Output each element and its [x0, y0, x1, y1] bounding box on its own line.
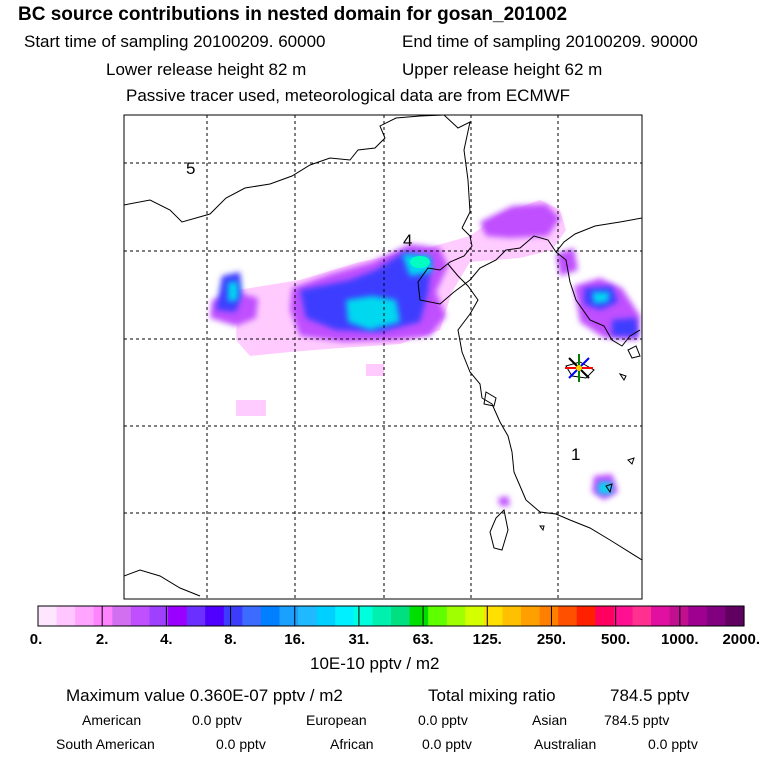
source-name: South American: [56, 736, 155, 752]
colorbar-swatch: [168, 606, 188, 626]
colorbar-tick-label: 2.: [96, 631, 109, 648]
colorbar-swatch: [613, 606, 634, 626]
colorbar-swatch: [595, 606, 615, 626]
colorbar-swatch: [428, 606, 448, 626]
source-name: American: [82, 712, 142, 728]
colorbar-swatch: [465, 606, 485, 626]
source-value: 0.0 pptv: [192, 712, 242, 728]
colorbar-tick-label: 31.: [348, 631, 369, 648]
colorbar-swatch: [372, 606, 392, 626]
colorbar-tick-label: 125.: [473, 631, 502, 648]
colorbar-tick-label: 2000.: [722, 631, 760, 648]
colorbar-tick-label: 8.: [224, 631, 237, 648]
source-name: Asian: [532, 712, 568, 728]
colorbar-swatch: [651, 606, 671, 626]
colorbar-swatch: [446, 606, 466, 626]
source-value: 0.0 pptv: [422, 736, 472, 752]
receptor-star-icon: [565, 354, 593, 382]
plume-core: [228, 254, 612, 494]
source-value: 0.0 pptv: [648, 736, 698, 752]
colorbar-swatch: [130, 606, 151, 626]
plot-title: BC source contributions in nested domain…: [18, 4, 568, 25]
tracer-note: Passive tracer used, meteorological data…: [126, 86, 571, 105]
colorbar-swatch: [149, 606, 169, 626]
lower-release-height-label: Lower release height 82 m: [106, 60, 307, 79]
colorbar-tick-label: 4.: [160, 631, 173, 648]
source-value: 0.0 pptv: [418, 712, 468, 728]
map-area: 5 4 1: [124, 115, 642, 599]
colorbar-swatch: [576, 606, 596, 626]
coastlines: [124, 115, 642, 597]
maximum-value-label: Maximum value 0.360E-07 pptv / m2: [66, 686, 343, 705]
total-mixing-ratio-label: Total mixing ratio: [428, 686, 556, 705]
colorbar-tick-label: 0.: [30, 631, 43, 648]
source-name: Australian: [534, 736, 597, 752]
colorbar-swatch: [353, 606, 374, 626]
colorbar-swatch: [706, 606, 727, 626]
lat-lon-grid: [124, 115, 642, 599]
colorbar-swatch: [632, 606, 652, 626]
colorbar-swatch: [725, 606, 745, 626]
colorbar-tick-label: 16.: [284, 631, 305, 648]
source-value: 784.5 pptv: [604, 712, 670, 728]
grid-label: 5: [186, 159, 195, 178]
colorbar-swatch: [298, 606, 318, 626]
colorbar-swatch: [205, 606, 225, 626]
colorbar-swatch: [539, 606, 559, 626]
colorbar: 0. 2. 4. 8. 16. 31. 63. 125. 250. 500. 1000. 2000.: [30, 605, 760, 648]
colorbar-tick-label: 500.: [601, 631, 630, 648]
colorbar-swatch: [223, 606, 243, 626]
source-name: African: [330, 736, 374, 752]
total-mixing-ratio-value: 784.5 pptv: [610, 686, 690, 705]
colorbar-swatch: [335, 606, 355, 626]
colorbar-swatch: [56, 606, 76, 626]
colorbar-swatch: [112, 606, 132, 626]
source-name: European: [306, 712, 367, 728]
start-time-label: Start time of sampling 20100209. 60000: [24, 32, 326, 51]
colorbar-unit-label: 10E-10 pptv / m2: [310, 654, 440, 673]
colorbar-swatch: [260, 606, 281, 626]
colorbar-swatch: [316, 606, 336, 626]
source-value: 0.0 pptv: [216, 736, 266, 752]
map-frame: [123, 114, 643, 600]
colorbar-swatch: [75, 606, 95, 626]
plume-peak: [410, 256, 430, 268]
colorbar-tick-label: 250.: [537, 631, 566, 648]
colorbar-swatch: [38, 606, 58, 626]
colorbar-swatch: [483, 606, 504, 626]
colorbar-swatch: [688, 606, 708, 626]
colorbar-swatch: [558, 606, 578, 626]
colorbar-swatch: [391, 606, 411, 626]
grid-label: 4: [403, 231, 412, 250]
colorbar-swatch: [409, 606, 429, 626]
colorbar-swatch: [279, 606, 299, 626]
colorbar-swatch: [93, 606, 113, 626]
colorbar-swatch: [186, 606, 206, 626]
colorbar-tick-label: 1000.: [661, 631, 699, 648]
colorbar-swatch: [669, 606, 689, 626]
upper-release-height-label: Upper release height 62 m: [402, 60, 603, 79]
end-time-label: End time of sampling 20100209. 90000: [402, 32, 698, 51]
colorbar-swatch: [521, 606, 541, 626]
colorbar-frame: [37, 605, 745, 627]
colorbar-tick-label: 63.: [413, 631, 434, 648]
colorbar-swatch: [502, 606, 522, 626]
grid-label: 1: [571, 445, 580, 464]
colorbar-swatch: [242, 606, 262, 626]
